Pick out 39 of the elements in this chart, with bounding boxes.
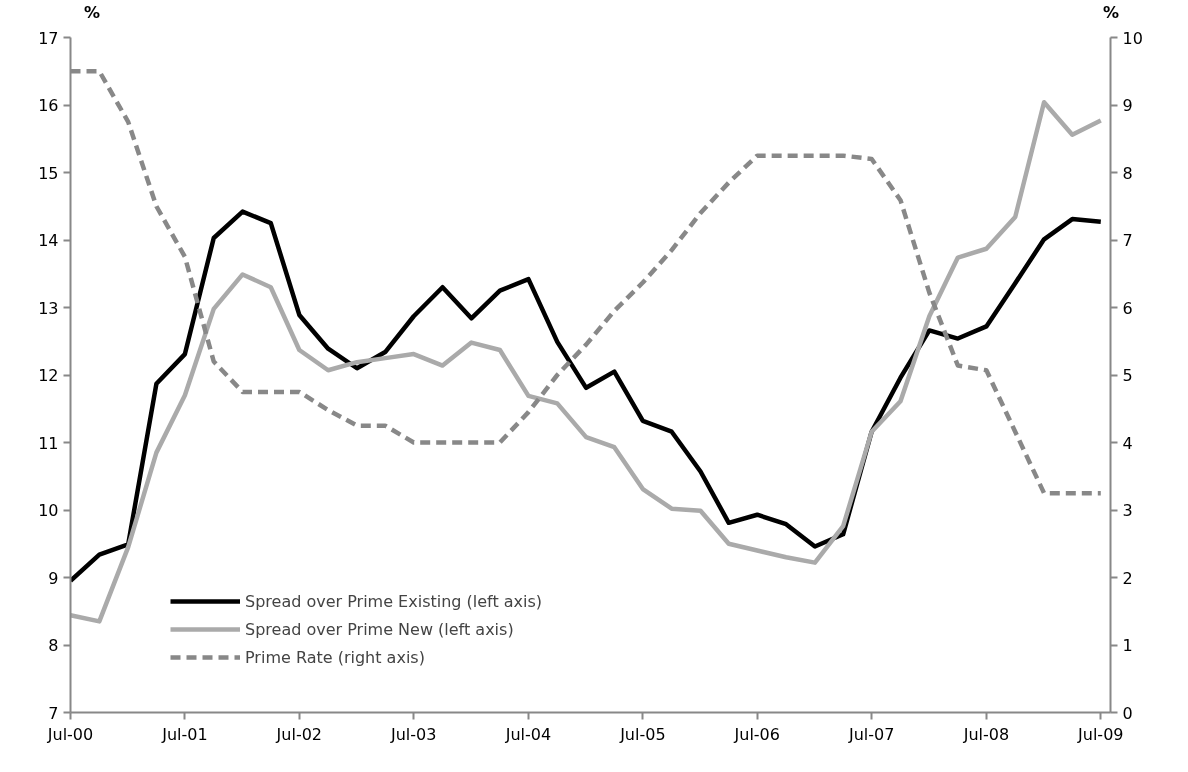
x-tick-label: Jul-04 [504, 724, 552, 744]
legend-label: Spread over Prime New (left axis) [245, 619, 514, 639]
y-tick-label: 14 [38, 231, 59, 250]
legend-label: Spread over Prime Existing (left axis) [245, 591, 543, 611]
y2-tick-label: 2 [1122, 568, 1133, 588]
x-tick-label: Jul-00 [46, 724, 94, 744]
x-tick-label: Jul-09 [1077, 724, 1124, 744]
y2-tick-label: 9 [1122, 96, 1133, 115]
x-tick-label: Jul-07 [847, 724, 895, 744]
x-tick-label: Jul-05 [619, 724, 666, 744]
y-tick-label: 12 [38, 366, 59, 385]
y2-tick-label: 10 [1122, 28, 1143, 48]
line-series [70, 209, 1104, 584]
y-tick-label: 13 [38, 298, 59, 318]
y2-tick-label: 0 [1122, 703, 1133, 723]
y-tick-label: 17 [38, 28, 59, 48]
y-tick-label: 15 [38, 163, 59, 183]
y-tick-label: 16 [38, 96, 59, 115]
y2-tick-label: 1 [1122, 636, 1133, 655]
y2-tick-label: 4 [1122, 433, 1133, 453]
legend-label: Prime Rate (right axis) [245, 647, 425, 667]
y2-tick-label: 6 [1122, 298, 1133, 318]
y-tick-label: 10 [38, 501, 59, 520]
ylabel: % [84, 2, 101, 24]
x-tick-label: Jul-02 [275, 724, 323, 744]
y2-tick-label: 3 [1122, 501, 1133, 520]
y-tick-label: 8 [48, 636, 59, 655]
y2label: % [1103, 2, 1120, 24]
y-tick-label: 9 [48, 568, 59, 588]
x-tick-label: Jul-03 [390, 724, 437, 744]
y2-tick-label: 8 [1122, 163, 1133, 183]
line-series [70, 100, 1104, 624]
x-tick-label: Jul-01 [161, 724, 208, 744]
y2-tick-label: 5 [1122, 366, 1133, 385]
y-tick-label: 11 [38, 433, 59, 453]
x-tick-label: Jul-06 [733, 724, 780, 744]
y2-tick-label: 7 [1122, 231, 1133, 250]
y-tick-label: 7 [48, 703, 59, 723]
x-tick-label: Jul-08 [962, 724, 1010, 744]
